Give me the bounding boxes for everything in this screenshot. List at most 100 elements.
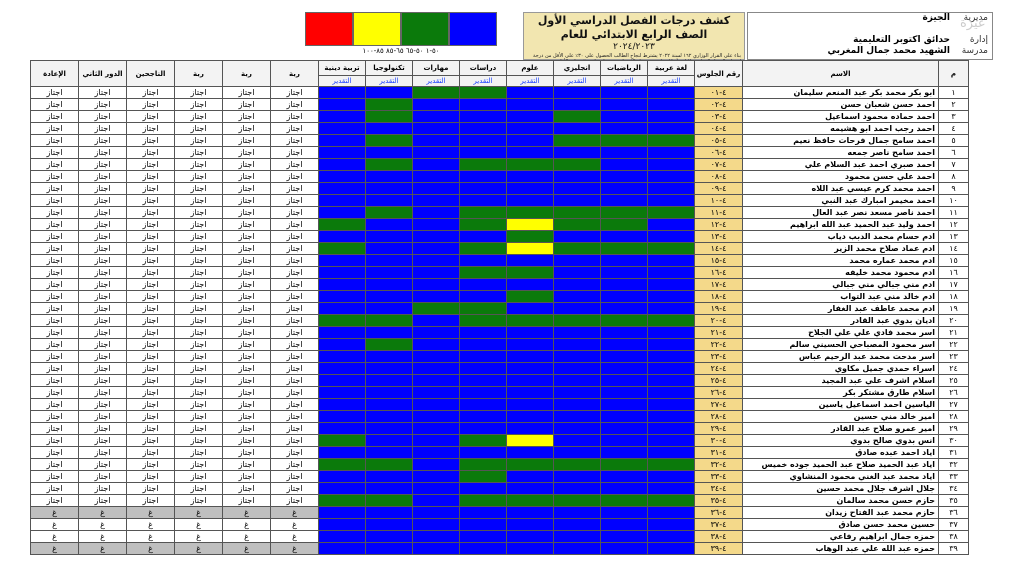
grade-cell xyxy=(318,446,366,459)
grade-cell xyxy=(412,446,460,459)
result-cell: اجتاز xyxy=(30,242,79,255)
result-cell: اجتاز xyxy=(270,458,319,471)
grade-cell xyxy=(553,314,601,327)
table-row: ٣٦ حازم محمد عبد الفتاح زيدان ٤-٣٦ غ غ غ غ غ غ xyxy=(30,506,969,519)
grade-cell xyxy=(365,458,413,471)
result-cell: اجتاز xyxy=(30,482,79,495)
result-cell: اجتاز xyxy=(30,494,79,507)
grade-cell xyxy=(506,338,554,351)
col-header-result: الدور الثاني xyxy=(78,60,127,87)
result-cell: اجتاز xyxy=(126,470,175,483)
table-row: ١٧ ادم مني جبالي مني جبالي ٤-١٧ اجتاز اجتاز ا… xyxy=(30,278,969,291)
table-row: ٧ احمد صبري احمد عبد السلام علي ٤-٠٧ اجتاز ا… xyxy=(30,158,969,171)
row-number: ٢٤ xyxy=(938,362,969,375)
grade-cell xyxy=(553,278,601,291)
result-cell: اجتاز xyxy=(270,158,319,171)
grade-cell xyxy=(459,98,507,111)
result-cell: غ xyxy=(126,518,175,531)
result-cell: اجتاز xyxy=(174,194,223,207)
grade-cell xyxy=(318,278,366,291)
grade-cell xyxy=(647,434,695,447)
grade-cell xyxy=(365,230,413,243)
student-name: جلال اشرف جلال محمد حسين xyxy=(742,482,939,495)
grade-cell xyxy=(600,470,648,483)
student-name: اياد محمد عبد الغني محمود المنشاوي xyxy=(742,470,939,483)
grade-cell xyxy=(506,482,554,495)
result-cell: اجتاز xyxy=(30,218,79,231)
grade-color-legend xyxy=(305,12,497,46)
result-cell: اجتاز xyxy=(78,470,127,483)
result-cell: اجتاز xyxy=(270,230,319,243)
table-row: ١٩ ادم محمد عاطف عبد الغفار ٤-١٩ اجتاز اجتاز… xyxy=(30,302,969,315)
result-cell: غ xyxy=(30,506,79,519)
result-cell: اجتاز xyxy=(174,374,223,387)
seat-number: ٤-٣٥ xyxy=(694,494,743,507)
result-cell: غ xyxy=(30,542,79,555)
table-row: ١٥ ادم محمد عماره محمد ٤-١٥ اجتاز اجتاز اجتاز… xyxy=(30,254,969,267)
grade-cell xyxy=(412,434,460,447)
grade-cell xyxy=(412,266,460,279)
grade-cell xyxy=(318,530,366,543)
grade-cell xyxy=(647,206,695,219)
grade-cell xyxy=(600,278,648,291)
result-cell: اجتاز xyxy=(174,254,223,267)
result-cell: اجتاز xyxy=(174,386,223,399)
grade-cell xyxy=(412,470,460,483)
grade-cell xyxy=(647,398,695,411)
grade-cell xyxy=(553,494,601,507)
result-cell: اجتاز xyxy=(30,206,79,219)
grade-cell xyxy=(412,518,460,531)
result-cell: اجتاز xyxy=(174,146,223,159)
grade-cell xyxy=(318,434,366,447)
grade-cell xyxy=(318,506,366,519)
grade-cell xyxy=(412,314,460,327)
result-cell: غ xyxy=(78,530,127,543)
result-cell: اجتاز xyxy=(30,194,79,207)
result-cell: اجتاز xyxy=(222,266,271,279)
result-cell: اجتاز xyxy=(78,254,127,267)
student-name: ادم محمد عاطف عبد الغفار xyxy=(742,302,939,315)
grade-cell xyxy=(600,290,648,303)
result-cell: اجتاز xyxy=(78,218,127,231)
student-name: ادم مني جبالي مني جبالي xyxy=(742,278,939,291)
result-cell: اجتاز xyxy=(174,110,223,123)
grade-cell xyxy=(412,194,460,207)
row-number: ٣٦ xyxy=(938,506,969,519)
grade-cell xyxy=(412,230,460,243)
result-cell: اجتاز xyxy=(126,122,175,135)
col-header-subject: مهارات xyxy=(412,60,460,76)
grade-cell xyxy=(506,458,554,471)
table-row: ٢١ اسر محمد فادي علي علي الجلاح ٤-٢١ اجتاز ا… xyxy=(30,326,969,339)
seat-number: ٤-١٤ xyxy=(694,242,743,255)
grade-cell xyxy=(553,242,601,255)
grade-cell xyxy=(459,230,507,243)
row-number: ٤ xyxy=(938,122,969,135)
grade-cell xyxy=(318,494,366,507)
seat-number: ٤-١٩ xyxy=(694,302,743,315)
seat-number: ٤-٣٦ xyxy=(694,506,743,519)
table-row: ٢٦ اسلام طارق مشتكر بكر ٤-٢٦ اجتاز اجتاز اجتا… xyxy=(30,386,969,399)
grade-cell xyxy=(459,314,507,327)
grade-cell xyxy=(412,326,460,339)
result-cell: اجتاز xyxy=(30,134,79,147)
grade-cell xyxy=(600,206,648,219)
row-number: ٣٢ xyxy=(938,458,969,471)
result-cell: اجتاز xyxy=(30,290,79,303)
row-number: ٢١ xyxy=(938,326,969,339)
table-row: ٢٨ امير خالد مني حسين ٤-٢٨ اجتاز اجتاز اجتاز ا… xyxy=(30,410,969,423)
grade-cell xyxy=(459,494,507,507)
grade-cell xyxy=(318,122,366,135)
result-cell: غ xyxy=(78,518,127,531)
row-number: ٢٧ xyxy=(938,398,969,411)
result-cell: اجتاز xyxy=(222,110,271,123)
grade-cell xyxy=(365,350,413,363)
seat-number: ٤-٠٦ xyxy=(694,146,743,159)
result-cell: غ xyxy=(174,518,223,531)
grade-cell xyxy=(600,338,648,351)
result-cell: اجتاز xyxy=(222,278,271,291)
result-cell: اجتاز xyxy=(222,302,271,315)
seat-number: ٤-٢٢ xyxy=(694,338,743,351)
grade-cell xyxy=(553,362,601,375)
legend-swatch xyxy=(353,12,401,46)
student-name: احمد علي حسن محمود xyxy=(742,170,939,183)
